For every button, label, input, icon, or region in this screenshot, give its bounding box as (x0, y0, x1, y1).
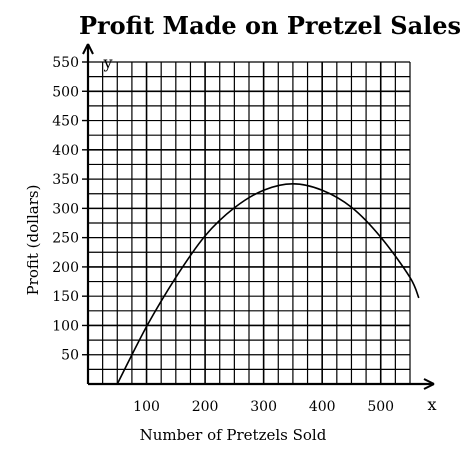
y-tick-label-200: 200 (52, 260, 79, 276)
y-tick-label-50: 50 (61, 348, 79, 364)
y-axis-label: Profit (dollars) (24, 185, 42, 296)
y-tick-label-100: 100 (52, 318, 79, 334)
x-tick-label-200: 200 (192, 399, 219, 415)
grid (88, 61, 411, 384)
y-tick-label-150: 150 (52, 289, 79, 305)
y-tick-label-250: 250 (52, 231, 79, 247)
x-tick-label-100: 100 (133, 399, 160, 415)
chart-title: Profit Made on Pretzel Sales (79, 11, 461, 40)
y-tick-label-500: 500 (52, 84, 79, 100)
x-axis-label: Number of Pretzels Sold (140, 426, 327, 444)
y-tick-label-300: 300 (52, 201, 79, 217)
x-tick-label-400: 400 (309, 399, 336, 415)
y-tick-label-550: 550 (52, 55, 79, 71)
x-tick-label-300: 300 (250, 399, 277, 415)
y-tick-label-350: 350 (52, 172, 79, 188)
x-axis-variable: x (427, 395, 436, 414)
x-axis-arrow (423, 378, 435, 390)
y-axis-arrow (82, 43, 94, 55)
x-tick-label-500: 500 (367, 399, 394, 415)
y-tick-label-400: 400 (52, 143, 79, 159)
y-axis-variable: y (102, 53, 112, 72)
axes (82, 43, 435, 390)
profit-curve-0 (116, 182, 420, 385)
tick-labels: 50 100 150 200 250 300 350 400 450 500 550 100 200 30… (52, 55, 394, 415)
y-tick-label-450: 450 (52, 114, 79, 130)
series-layer (116, 182, 420, 385)
